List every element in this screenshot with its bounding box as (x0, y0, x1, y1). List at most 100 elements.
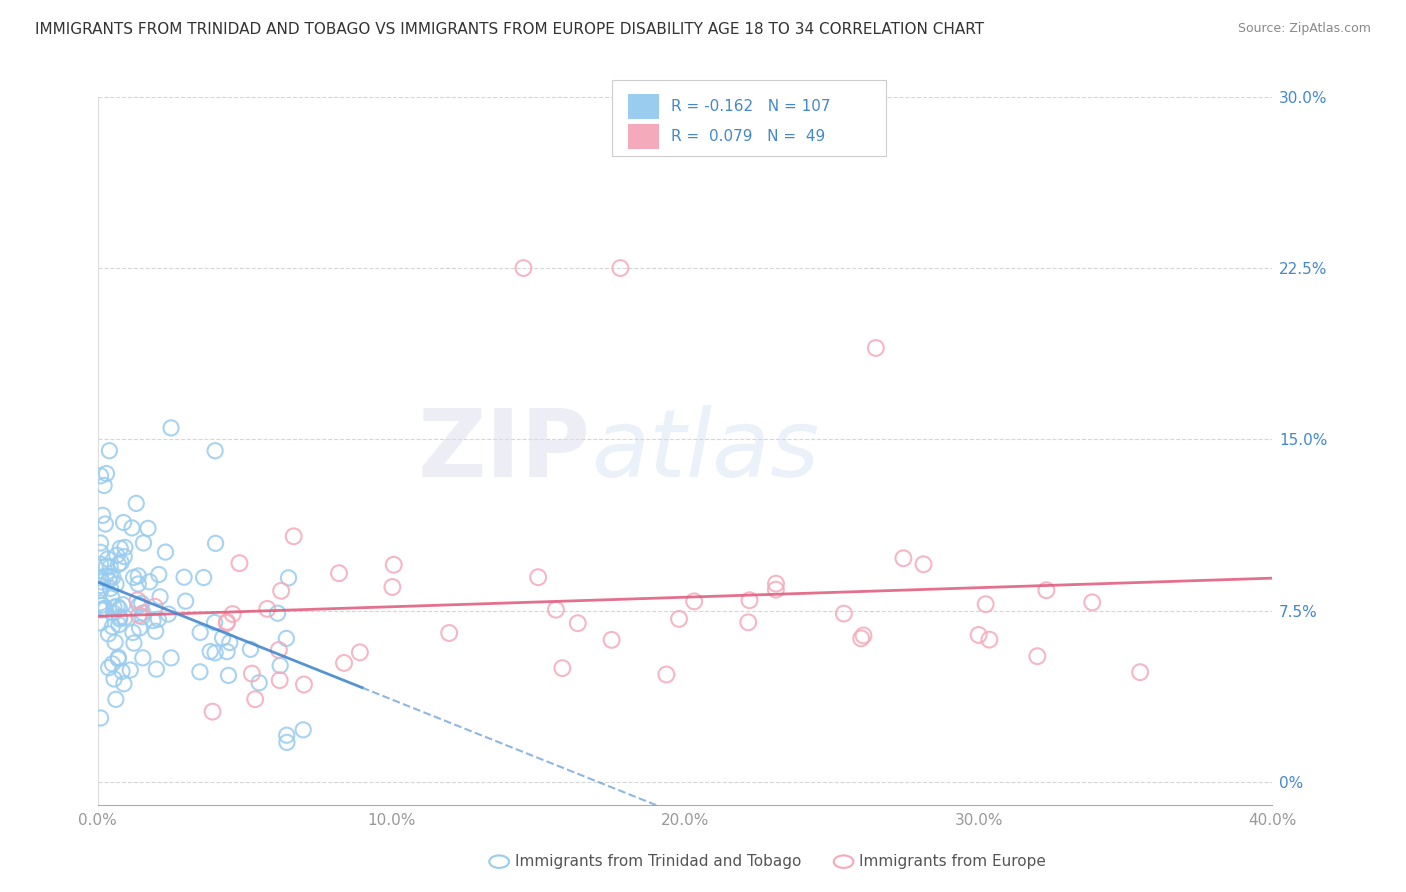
Point (96, 559, 118, 574)
Point (201, 705, 224, 719)
Point (1081, 595, 1104, 609)
Point (90, 578, 112, 592)
Point (120, 663, 142, 677)
Point (381, 580, 404, 594)
Point (173, 570, 195, 584)
Point (218, 635, 240, 649)
Point (193, 570, 215, 584)
Point (738, 593, 761, 607)
Point (97, 627, 120, 641)
Point (103, 672, 125, 686)
Point (108, 610, 131, 624)
Point (125, 496, 148, 510)
Point (127, 577, 149, 591)
Point (1026, 649, 1049, 664)
Point (90, 468, 112, 483)
Point (98, 443, 121, 458)
Point (90, 615, 112, 630)
Point (247, 675, 270, 690)
Point (94, 516, 117, 531)
Point (108, 617, 131, 632)
Point (328, 566, 350, 581)
Point (655, 667, 678, 681)
Point (160, 421, 183, 435)
Point (243, 692, 266, 706)
Point (90, 574, 112, 589)
Point (90, 596, 112, 610)
Text: atlas: atlas (591, 405, 820, 496)
Point (122, 570, 145, 584)
Text: IMMIGRANTS FROM TRINIDAD AND TOBAGO VS IMMIGRANTS FROM EUROPE DISABILITY AGE 18 : IMMIGRANTS FROM TRINIDAD AND TOBAGO VS I… (35, 22, 984, 37)
Point (188, 625, 211, 640)
Point (91, 508, 114, 523)
Point (90, 558, 112, 572)
Point (267, 643, 290, 657)
Point (148, 567, 170, 582)
Point (110, 541, 132, 556)
Point (110, 556, 132, 570)
Point (112, 549, 135, 564)
Point (256, 602, 278, 616)
Point (200, 644, 222, 658)
Text: ZIP: ZIP (418, 405, 591, 497)
Point (145, 624, 167, 639)
Point (128, 621, 150, 635)
Point (128, 608, 150, 623)
Point (849, 632, 872, 646)
Point (148, 612, 170, 626)
Point (138, 574, 160, 589)
Point (551, 661, 574, 675)
Point (131, 609, 153, 624)
Point (107, 652, 129, 666)
Point (283, 529, 305, 543)
Point (121, 521, 143, 535)
Point (97, 552, 120, 566)
Point (912, 558, 935, 572)
Point (107, 650, 129, 665)
Point (221, 607, 243, 621)
Point (105, 577, 128, 591)
Point (204, 536, 226, 550)
Point (128, 598, 150, 612)
Point (600, 632, 623, 647)
Point (155, 545, 177, 559)
Point (349, 645, 371, 659)
Point (114, 611, 136, 625)
Point (527, 570, 550, 584)
Point (188, 665, 211, 679)
Point (277, 571, 299, 585)
Point (90, 598, 112, 612)
Point (104, 692, 127, 706)
Point (292, 723, 315, 737)
Point (112, 677, 135, 691)
Point (668, 612, 690, 626)
Point (132, 536, 155, 550)
Point (112, 516, 135, 530)
Text: R =  0.079   N =  49: R = 0.079 N = 49 (671, 129, 825, 144)
Point (132, 650, 155, 665)
Point (143, 599, 166, 614)
Point (108, 612, 131, 626)
Text: R = -0.162   N = 107: R = -0.162 N = 107 (671, 99, 830, 113)
Point (131, 596, 153, 610)
Point (122, 625, 145, 640)
Point (101, 620, 124, 634)
Text: Immigrants from Europe: Immigrants from Europe (859, 855, 1046, 869)
Point (382, 558, 405, 572)
Point (865, 341, 887, 355)
Point (107, 558, 129, 572)
Point (211, 631, 233, 645)
Point (174, 594, 197, 608)
Point (979, 632, 1001, 647)
Point (765, 582, 787, 597)
Point (239, 642, 262, 657)
Point (852, 628, 875, 642)
Point (122, 636, 145, 650)
Point (276, 728, 298, 742)
Point (149, 590, 172, 604)
Point (98, 559, 121, 574)
Point (1035, 583, 1057, 598)
Point (97, 661, 120, 675)
Point (127, 593, 149, 607)
Point (127, 569, 149, 583)
